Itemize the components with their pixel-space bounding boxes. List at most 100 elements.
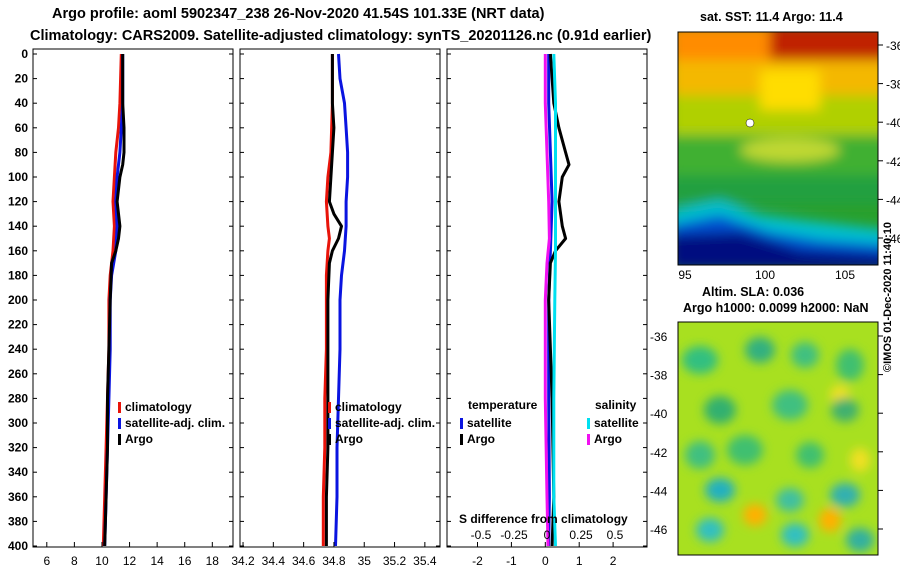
- x-tick-label: 35: [358, 554, 372, 568]
- map-y-tick-label: -44: [886, 193, 900, 207]
- map-y-tick-label: -40: [650, 407, 668, 421]
- temperature-lines: [101, 53, 126, 547]
- depth-tick-label: 140: [8, 219, 28, 233]
- legend-satellite: satellite-adj. clim.: [335, 416, 435, 430]
- legend-swatch-temp-argo: [460, 434, 463, 445]
- sst-label: sat. SST: 11.4 Argo: 11.4: [700, 10, 843, 24]
- legend-swatch-sal-argo: [587, 434, 590, 445]
- series-line-temperature-argo: [547, 53, 571, 547]
- legend-swatch-satellite: [118, 418, 121, 429]
- argo-position-marker: [745, 118, 755, 128]
- legend-swatch-sal-satellite: [587, 418, 590, 429]
- series-line-salinity-argo: [543, 54, 551, 547]
- inner-tick-label: -0.5: [471, 528, 492, 542]
- depth-tick-label: 20: [15, 72, 29, 86]
- salinity-x-axis: 34.2 34.4 34.6 34.8 35 35.2 35.4: [231, 542, 437, 568]
- depth-tick-label: 100: [8, 170, 28, 184]
- x-tick-label: 1: [576, 554, 583, 568]
- temperature-legend: climatology satellite-adj. clim. Argo: [118, 400, 225, 446]
- map-y-tick-label: -38: [650, 369, 668, 383]
- legend-swatch-temp-satellite: [460, 418, 463, 429]
- h-label: Argo h1000: 0.0099 h2000: NaN: [683, 301, 869, 315]
- title-line-2: Climatology: CARS2009. Satellite-adjuste…: [30, 28, 652, 44]
- sla-axis: -36 -38 -40 -42 -44 -46: [650, 330, 883, 537]
- map-x-tick-label: 105: [835, 268, 855, 282]
- depth-tick-label: 280: [8, 391, 28, 405]
- title-line-1: Argo profile: aoml 5902347_238 26-Nov-20…: [52, 6, 545, 22]
- map-y-tick-label: -46: [650, 523, 668, 537]
- salinity-panel: [239, 48, 441, 548]
- x-tick-label: 6: [43, 554, 50, 568]
- x-tick-label: 34.2: [231, 554, 255, 568]
- sla-map: [677, 321, 879, 556]
- map-x-tick-label: 95: [678, 268, 692, 282]
- depth-tick-label: 220: [8, 318, 28, 332]
- legend-temp-satellite: satellite: [467, 416, 512, 430]
- difference-lines: [543, 53, 571, 547]
- x-tick-label: 12: [123, 554, 137, 568]
- legend-satellite: satellite-adj. clim.: [125, 416, 225, 430]
- inner-tick-label: 0.25: [569, 528, 593, 542]
- salinity-lines: [321, 53, 350, 547]
- depth-tick-label: 400: [8, 539, 28, 553]
- legend-swatch-climatology: [328, 402, 331, 413]
- legend-temperature-title: temperature: [468, 398, 538, 412]
- depth-tick-label: 0: [21, 47, 28, 61]
- sla-label: Altim. SLA: 0.036: [702, 285, 805, 299]
- x-tick-label: 35.4: [413, 554, 437, 568]
- series-line-climatology: [321, 54, 334, 546]
- legend-climatology: climatology: [125, 400, 192, 414]
- map-y-tick-label: -36: [650, 330, 668, 344]
- x-tick-label: 34.4: [262, 554, 286, 568]
- depth-tick-label: 340: [8, 465, 28, 479]
- depth-tick-label: 300: [8, 416, 28, 430]
- x-tick-label: -2: [472, 554, 483, 568]
- depth-tick-label: 160: [8, 244, 28, 258]
- depth-tick-label: 360: [8, 490, 28, 504]
- x-tick-label: 16: [178, 554, 192, 568]
- map-y-tick-label: -36: [886, 39, 900, 53]
- depth-tick-label: 240: [8, 342, 28, 356]
- depth-tick-label: 260: [8, 367, 28, 381]
- map-x-tick-label: 100: [755, 268, 775, 282]
- series-line-argo: [324, 54, 343, 546]
- legend-sal-argo: Argo: [594, 432, 622, 446]
- depth-tick-label: 180: [8, 268, 28, 282]
- legend-sal-satellite: satellite: [594, 416, 639, 430]
- legend-salinity-title: salinity: [595, 398, 637, 412]
- depth-tick-label: 380: [8, 514, 28, 528]
- difference-legend: temperature satellite Argo salinity sate…: [459, 398, 639, 542]
- map-y-tick-label: -38: [886, 78, 900, 92]
- legend-swatch-satellite: [328, 418, 331, 429]
- x-tick-label: 10: [95, 554, 109, 568]
- map-y-tick-label: -42: [650, 446, 668, 460]
- x-tick-label: 34.6: [292, 554, 316, 568]
- difference-panel: [446, 48, 648, 548]
- depth-tick-label: 200: [8, 293, 28, 307]
- inner-axis-title: S difference from climatology: [459, 512, 628, 526]
- x-tick-label: -1: [506, 554, 517, 568]
- map-y-tick-label: -42: [886, 155, 900, 169]
- depth-tick-label: 320: [8, 441, 28, 455]
- legend-climatology: climatology: [335, 400, 402, 414]
- x-tick-label: 0: [542, 554, 549, 568]
- temperature-panel: [32, 48, 234, 548]
- x-tick-label: 14: [150, 554, 164, 568]
- sst-map: [677, 31, 879, 266]
- sst-axis: -36 -38 -40 -42 -44 -46 95 100 105: [678, 39, 900, 282]
- x-tick-label: 35.2: [383, 554, 407, 568]
- legend-swatch-argo: [118, 434, 121, 445]
- x-tick-label: 2: [610, 554, 617, 568]
- depth-tick-label: 80: [15, 145, 29, 159]
- series-line-salinity-satellite: [552, 53, 557, 547]
- x-tick-label: 18: [206, 554, 220, 568]
- legend-swatch-argo: [328, 434, 331, 445]
- difference-x-axis: -2 -1 0 1 2: [472, 542, 617, 568]
- map-y-tick-label: -44: [650, 484, 668, 498]
- temperature-x-axis: 6 8 10 12 14 16 18: [43, 542, 219, 568]
- x-tick-label: 34.8: [322, 554, 346, 568]
- legend-argo: Argo: [125, 432, 153, 446]
- legend-temp-argo: Argo: [467, 432, 495, 446]
- depth-tick-label: 120: [8, 195, 28, 209]
